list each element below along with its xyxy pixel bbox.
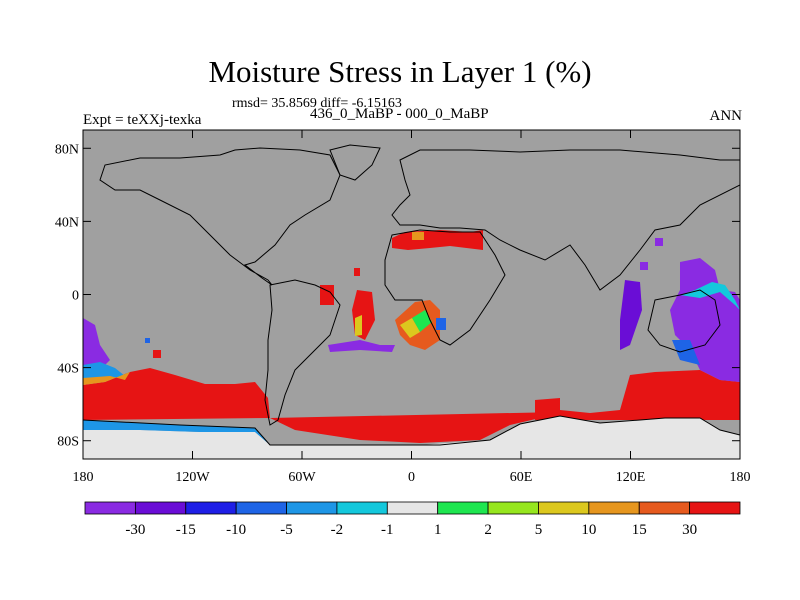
colorbar-box	[588, 501, 640, 515]
colorbar-label: -15	[176, 522, 196, 538]
southern-africa-yellow-strip	[400, 318, 420, 338]
australia-coastline	[647, 289, 721, 353]
africa-coastline	[384, 229, 506, 346]
indonesia-negative-region	[620, 280, 642, 350]
colorbar-box	[538, 501, 590, 515]
south-pacific-negative-patch	[83, 318, 110, 370]
colorbar-box	[437, 501, 489, 515]
colorbar-box	[235, 501, 287, 515]
colorbar-label: 15	[632, 522, 647, 538]
colorbar-label: -10	[226, 522, 246, 538]
colorbar-label: 1	[434, 522, 442, 538]
colorbar-box	[336, 501, 388, 515]
antarctica-blue-fringe	[83, 420, 270, 445]
australia-cyan-strip	[680, 282, 740, 310]
colorbar-label: 10	[581, 522, 596, 538]
south-atlantic-small-red	[320, 285, 334, 305]
colorbar-label: 2	[484, 522, 492, 538]
colorbar-box	[134, 501, 187, 515]
y-tick-label: 0	[72, 289, 79, 304]
x-tick-label: 180	[73, 470, 94, 485]
colorbar-box	[84, 501, 136, 515]
plot-area	[82, 129, 741, 460]
y-tick-label: 80N	[55, 142, 79, 157]
indonesia-small-purple-2	[640, 262, 648, 270]
southern-ocean-red-band-east	[535, 370, 740, 420]
south-atlantic-yellow-strip	[355, 315, 362, 336]
x-tick-label: 120E	[616, 470, 646, 485]
colorbar-label: 5	[535, 522, 543, 538]
x-tick-label: 60E	[510, 470, 533, 485]
greenland-coastline	[329, 144, 381, 181]
south-pacific-orange-fringe	[83, 372, 130, 385]
colorbar-box	[286, 501, 338, 515]
eurasia-coastline	[391, 149, 741, 291]
colorbar-label: -5	[280, 522, 293, 538]
southern-ocean-red-band	[83, 368, 270, 420]
colorbar-box	[638, 501, 691, 515]
australia-blue-fringe	[672, 340, 700, 365]
coastlines	[82, 144, 741, 446]
colorbar-label: -30	[125, 522, 145, 538]
indonesia-small-purple	[655, 238, 663, 246]
x-tick-label: 120W	[175, 470, 210, 485]
colorbar-box	[386, 501, 439, 515]
y-axis: 80N 40N 0 40S 80S	[55, 142, 740, 450]
y-tick-label: 40S	[57, 362, 79, 377]
colorbar-box	[487, 501, 539, 515]
madagascar-small-blue	[436, 318, 446, 330]
chart-subtitle: 436_0_MaBP - 000_0_MaBP	[310, 106, 489, 122]
southern-africa-green-strip	[412, 310, 432, 332]
south-america-coastline	[264, 279, 341, 426]
antarctica-coastline	[82, 415, 741, 446]
north-africa-orange-patch	[412, 232, 424, 240]
x-axis: 180 120W 60W 0 60E 120E 180	[73, 130, 751, 485]
colorbar-label: -2	[331, 522, 344, 538]
antarctica-region	[83, 416, 740, 459]
season-label: ANN	[709, 108, 743, 124]
x-tick-label: 0	[408, 470, 415, 485]
southern-africa-purple-strip	[328, 340, 395, 352]
north-america-coastline	[99, 147, 341, 286]
experiment-label: Expt = teXXj-texka	[83, 112, 202, 128]
x-tick-label: 180	[730, 470, 751, 485]
stats-line: rmsd= 35.8569 diff= -6.15163	[232, 96, 402, 111]
south-pacific-small-blue	[145, 338, 150, 343]
south-pacific-blue-fringe	[83, 362, 125, 380]
x-tick-label: 60W	[288, 470, 316, 485]
y-tick-label: 40N	[55, 215, 79, 230]
y-tick-label: 80S	[57, 435, 79, 450]
colorbar-label: -1	[381, 522, 394, 538]
colorbar-boxes	[84, 501, 741, 515]
southern-ocean-red-band-mid	[270, 412, 560, 443]
colorbar-box	[689, 501, 741, 515]
australia-negative-region	[670, 258, 740, 382]
south-pacific-small-red	[153, 350, 161, 358]
south-atlantic-small-red-2	[354, 268, 360, 276]
colorbar-box	[185, 501, 237, 515]
chart-title: Moisture Stress in Layer 1 (%)	[208, 54, 592, 89]
colorbar-label: 30	[682, 522, 697, 538]
colorbar-labels: -30 -15 -10 -5 -2 -1 1 2 5 10 15 30	[125, 522, 697, 538]
